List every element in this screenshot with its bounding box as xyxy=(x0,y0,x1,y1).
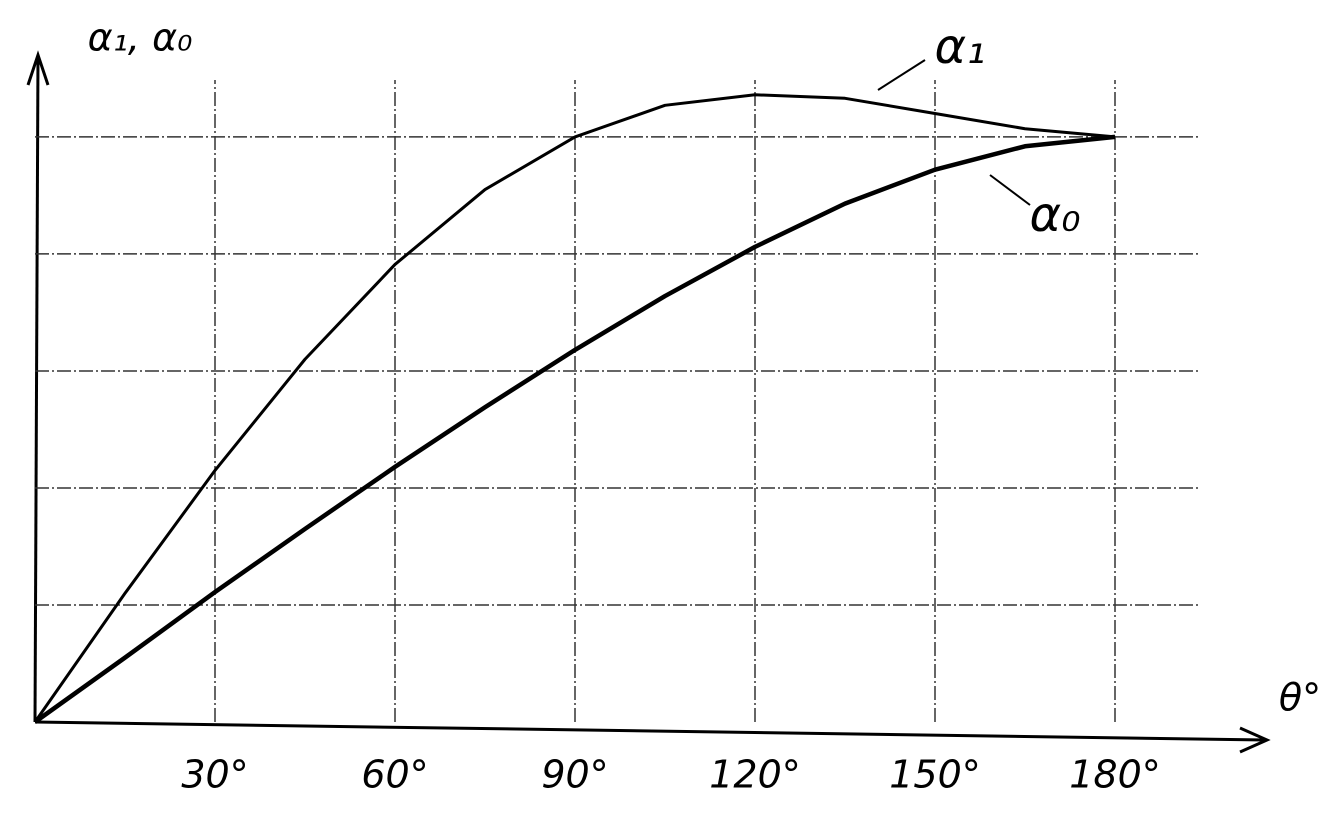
leader-line xyxy=(989,174,1031,206)
x-tick-label: 30° xyxy=(181,753,248,797)
leader-line xyxy=(877,59,926,91)
x-tick-label: 60° xyxy=(361,753,428,797)
x-axis xyxy=(34,720,1266,742)
x-tick-label: 120° xyxy=(709,753,801,797)
x-axis-arrow xyxy=(1239,726,1271,754)
y-axis-arrow xyxy=(26,50,50,86)
x-tick-label: 180° xyxy=(1069,753,1161,797)
series-line xyxy=(33,134,1116,724)
x-axis-label: θ° xyxy=(1279,676,1321,720)
y-axis-label: α₁, α₀ xyxy=(88,16,193,60)
y-axis xyxy=(33,54,40,723)
series-line xyxy=(33,93,1116,723)
x-tick-label: 90° xyxy=(541,753,608,797)
x-tick-label: 150° xyxy=(889,753,981,797)
series-label: α₀ xyxy=(1030,187,1081,243)
series-label: α₁ xyxy=(935,19,986,75)
